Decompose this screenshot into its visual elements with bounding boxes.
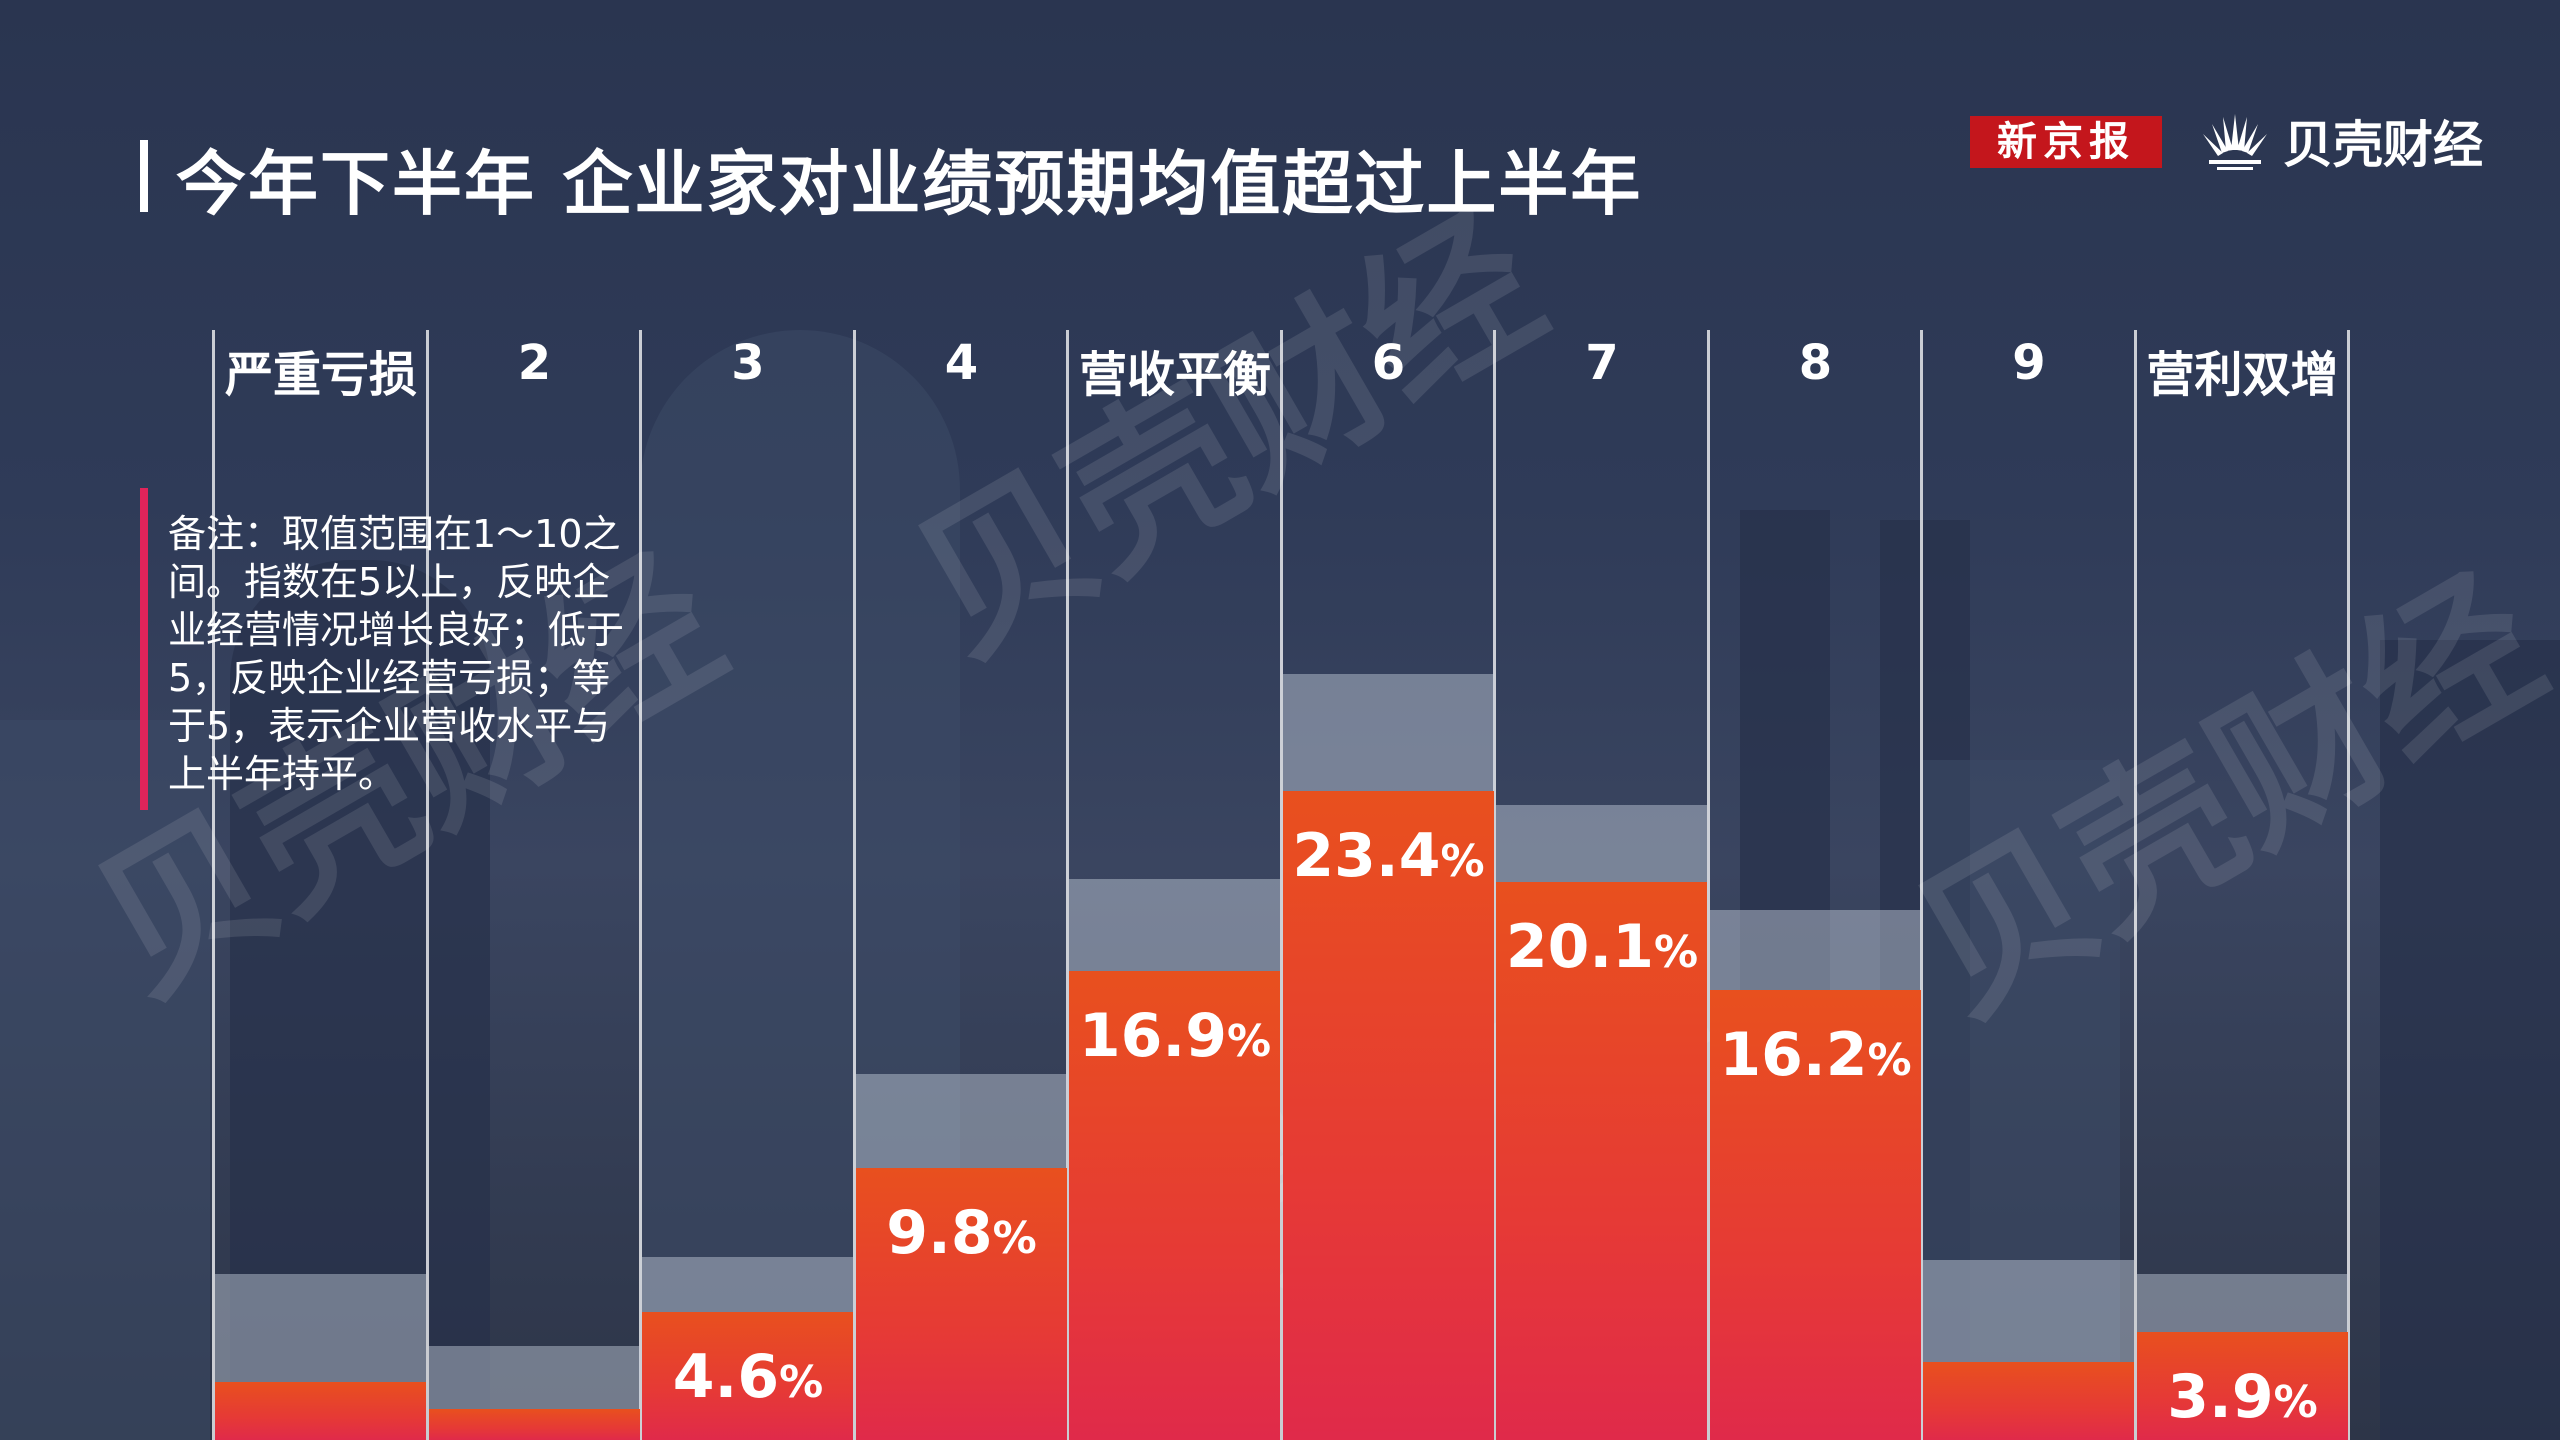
bar xyxy=(1282,790,1494,1440)
note-text: 备注：取值范围在1～10之间。指数在5以上，反映企业经营情况增长良好；低于5，反… xyxy=(168,512,625,796)
beike-caijing-wordmark: 贝壳财经 xyxy=(2283,116,2483,174)
data-label: 16.2% xyxy=(1719,1020,1912,1091)
column-divider xyxy=(2347,330,2350,1440)
watermark: 贝壳财经 xyxy=(884,181,1572,693)
category-label: 3 xyxy=(731,335,765,391)
category-label: 严重亏损 xyxy=(224,347,417,403)
category-label: 9 xyxy=(2012,335,2046,391)
category-label: 6 xyxy=(1371,335,1406,391)
background-building xyxy=(230,560,490,1440)
data-label: 3.9% xyxy=(2167,1361,2318,1432)
data-label-unit: % xyxy=(1440,835,1485,887)
data-label: 9.8% xyxy=(886,1198,1037,1269)
beike-caijing-logo: 贝壳财经 xyxy=(2195,108,2483,174)
bar xyxy=(1923,1362,2134,1440)
data-label-unit: % xyxy=(1653,927,1699,979)
category-label: 7 xyxy=(1585,335,1619,391)
bar xyxy=(1069,971,1280,1440)
data-label: 4.6% xyxy=(672,1342,824,1413)
column-divider xyxy=(1493,330,1496,1440)
category-label: 营利双增 xyxy=(2146,347,2339,403)
bar xyxy=(2136,1331,2348,1440)
data-label-unit: % xyxy=(779,1357,824,1409)
data-label: 20.1% xyxy=(1505,912,1699,983)
column-divider xyxy=(1920,330,1923,1440)
column-divider xyxy=(1706,330,1710,1440)
bar xyxy=(1709,990,1921,1440)
xinjingbao-logo: 新京报 xyxy=(1970,116,2162,168)
column-divider xyxy=(2133,330,2137,1440)
data-label: 23.4% xyxy=(1292,820,1485,891)
background-building xyxy=(2380,640,2560,1440)
bar xyxy=(428,1409,640,1440)
shell-icon xyxy=(2203,114,2267,170)
column-divider xyxy=(639,330,642,1440)
bar xyxy=(855,1168,1067,1440)
note-accent-bar xyxy=(140,488,148,810)
data-label-unit: % xyxy=(1867,1035,1912,1087)
category-label: 营收平衡 xyxy=(1078,347,1271,403)
data-label-unit: % xyxy=(992,1213,1037,1265)
bar xyxy=(1496,882,1707,1440)
column-divider xyxy=(852,330,856,1440)
category-label: 8 xyxy=(1798,335,1833,391)
category-label: 4 xyxy=(944,335,979,391)
title-accent-bar xyxy=(140,140,148,212)
column-divider xyxy=(1279,330,1283,1440)
background-building xyxy=(0,720,210,1440)
bar xyxy=(215,1381,426,1440)
column-divider xyxy=(425,330,429,1440)
column-divider xyxy=(1066,330,1069,1440)
chart-title: 今年下半年 企业家对业绩预期均值超过上半年 xyxy=(176,143,1643,225)
data-label-unit: % xyxy=(2273,1376,2318,1428)
data-label: 16.9% xyxy=(1078,1001,1272,1072)
background-building xyxy=(1920,760,2120,1440)
column-divider xyxy=(212,330,215,1440)
data-label-unit: % xyxy=(1226,1016,1272,1068)
bar xyxy=(642,1312,853,1440)
category-label: 2 xyxy=(517,335,552,391)
